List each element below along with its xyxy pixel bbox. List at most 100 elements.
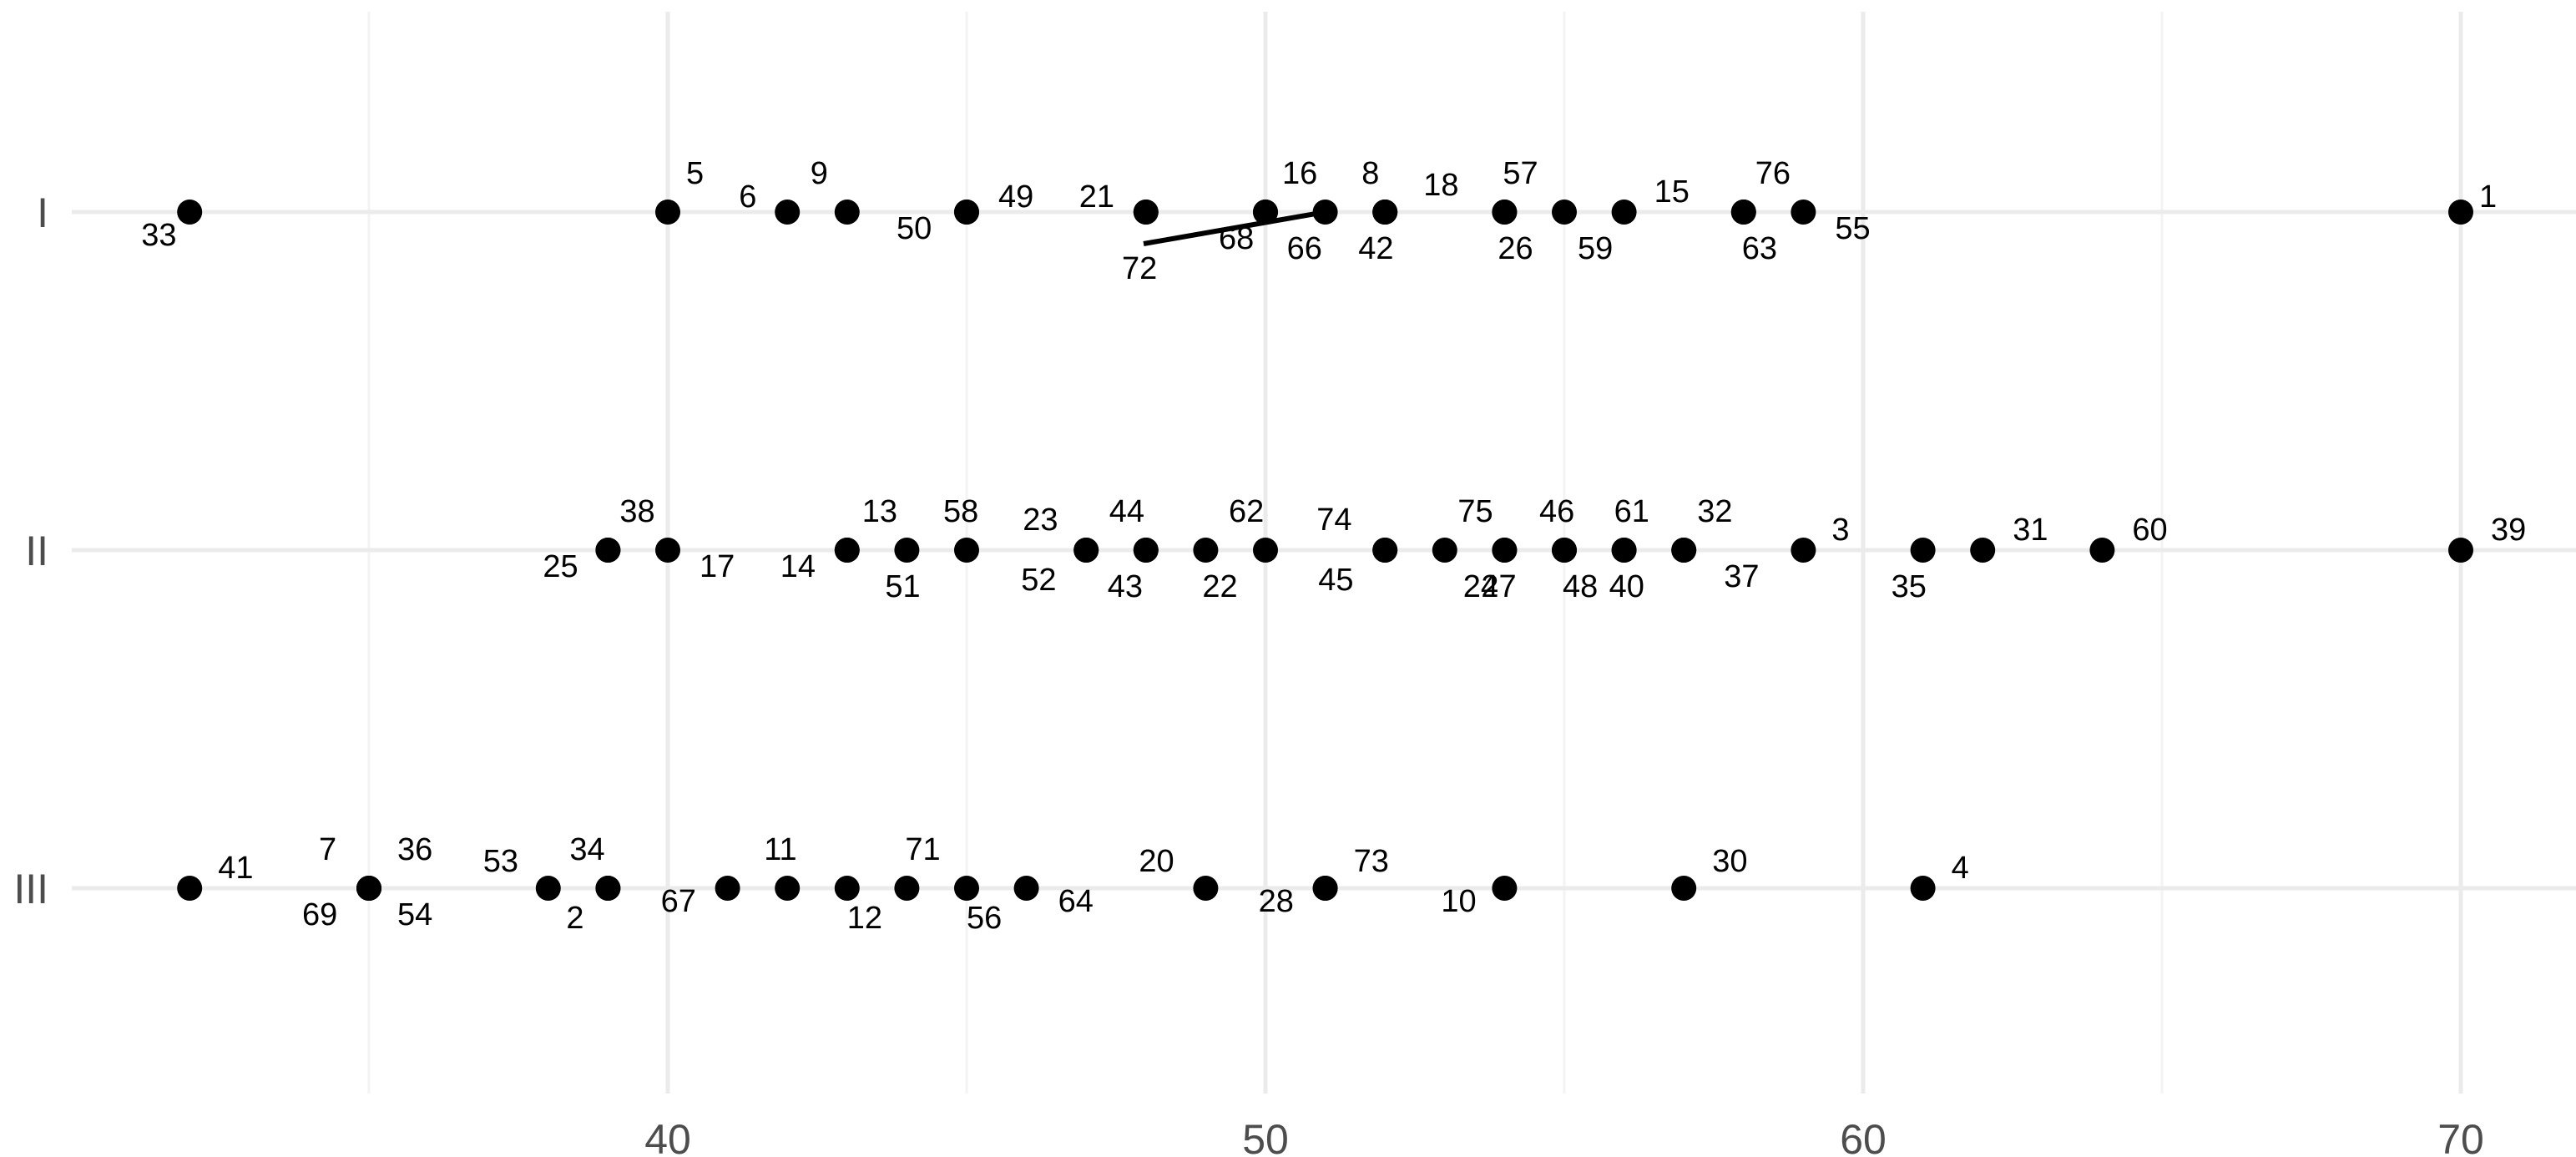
point-label: 41 xyxy=(218,851,253,886)
point-label: 21 xyxy=(1079,179,1114,215)
point-label: 15 xyxy=(1654,174,1690,210)
point-label: 28 xyxy=(1259,884,1294,919)
data-point xyxy=(1552,538,1577,563)
point-label: 55 xyxy=(1835,211,1870,246)
data-point xyxy=(775,200,801,225)
data-point xyxy=(1312,200,1338,225)
point-label: 36 xyxy=(397,832,432,867)
data-point xyxy=(1133,538,1159,563)
point-label: 37 xyxy=(1724,559,1759,594)
data-point xyxy=(894,538,920,563)
data-point xyxy=(1492,538,1518,563)
label-leader-lines xyxy=(1143,210,1326,246)
point-label: 22 xyxy=(1202,569,1237,604)
data-point xyxy=(356,876,381,901)
data-point xyxy=(1730,200,1756,225)
y-tick-label: III xyxy=(13,866,48,912)
data-point xyxy=(1133,200,1159,225)
data-point xyxy=(1372,538,1398,563)
data-point xyxy=(2448,538,2473,563)
data-point xyxy=(1910,876,1936,901)
point-label: 39 xyxy=(2491,513,2526,548)
data-point xyxy=(595,538,621,563)
point-label: 14 xyxy=(780,549,816,584)
point-label: 38 xyxy=(619,494,654,529)
data-point xyxy=(1791,538,1816,563)
data-point xyxy=(1193,538,1219,563)
y-tick-label: II xyxy=(25,528,48,574)
data-point xyxy=(2448,200,2473,225)
point-label: 59 xyxy=(1578,231,1613,266)
data-point xyxy=(954,200,979,225)
data-point xyxy=(1432,538,1457,563)
point-label: 24 xyxy=(1463,569,1498,604)
data-point xyxy=(954,538,979,563)
point-label: 76 xyxy=(1755,156,1791,191)
point-label: 3 xyxy=(1831,513,1849,548)
data-point xyxy=(177,200,203,225)
data-point xyxy=(834,876,860,901)
point-label: 35 xyxy=(1892,569,1927,604)
data-point xyxy=(954,876,979,901)
y-tick-label: I xyxy=(37,189,48,236)
point-label: 13 xyxy=(862,494,897,529)
point-label: 54 xyxy=(397,897,432,932)
data-point xyxy=(1970,538,1996,563)
point-label: 5 xyxy=(686,156,704,191)
point-label: 53 xyxy=(483,844,518,879)
data-point xyxy=(1253,538,1278,563)
data-point xyxy=(1193,876,1219,901)
point-label: 75 xyxy=(1457,494,1493,529)
data-point xyxy=(1013,876,1039,901)
point-label: 34 xyxy=(569,832,604,867)
data-point xyxy=(834,200,860,225)
point-label: 58 xyxy=(943,494,978,529)
data-point xyxy=(1552,200,1577,225)
point-label: 17 xyxy=(700,549,735,584)
point-label: 74 xyxy=(1316,503,1351,538)
point-label: 62 xyxy=(1229,494,1264,529)
data-point xyxy=(1492,876,1518,901)
point-label: 44 xyxy=(1109,494,1144,529)
point-label: 72 xyxy=(1122,251,1157,286)
point-label: 64 xyxy=(1058,884,1094,919)
point-label: 27 xyxy=(1481,569,1516,604)
point-label: 71 xyxy=(905,832,940,867)
point-label: 31 xyxy=(2013,513,2048,548)
point-label: 1 xyxy=(2479,179,2497,215)
point-label: 60 xyxy=(2132,513,2167,548)
point-label: 7 xyxy=(319,832,336,867)
data-point xyxy=(715,876,740,901)
point-label: 10 xyxy=(1441,884,1476,919)
data-point xyxy=(655,200,680,225)
point-label: 8 xyxy=(1361,156,1379,191)
point-label: 11 xyxy=(764,832,796,867)
data-point xyxy=(894,876,920,901)
point-label: 30 xyxy=(1712,844,1747,879)
point-label: 50 xyxy=(897,211,932,246)
point-label: 40 xyxy=(1609,569,1644,604)
point-label: 63 xyxy=(1742,231,1777,266)
data-point xyxy=(1910,538,1936,563)
point-label: 2 xyxy=(566,901,583,936)
point-label: 57 xyxy=(1503,156,1538,191)
x-tick-label: 60 xyxy=(1840,1116,1887,1157)
point-label: 61 xyxy=(1614,494,1649,529)
data-point xyxy=(1253,200,1278,225)
data-point xyxy=(655,538,680,563)
x-tick-label: 40 xyxy=(644,1116,691,1157)
data-point xyxy=(1671,538,1697,563)
data-point xyxy=(1791,200,1816,225)
data-point xyxy=(535,876,561,901)
point-label: 42 xyxy=(1358,231,1393,266)
data-point xyxy=(1073,538,1099,563)
data-point xyxy=(1312,876,1338,901)
gridlines xyxy=(72,12,2576,1094)
data-point xyxy=(775,876,801,901)
point-label: 43 xyxy=(1108,569,1143,604)
point-label: 48 xyxy=(1563,569,1598,604)
point-label: 51 xyxy=(885,569,920,604)
